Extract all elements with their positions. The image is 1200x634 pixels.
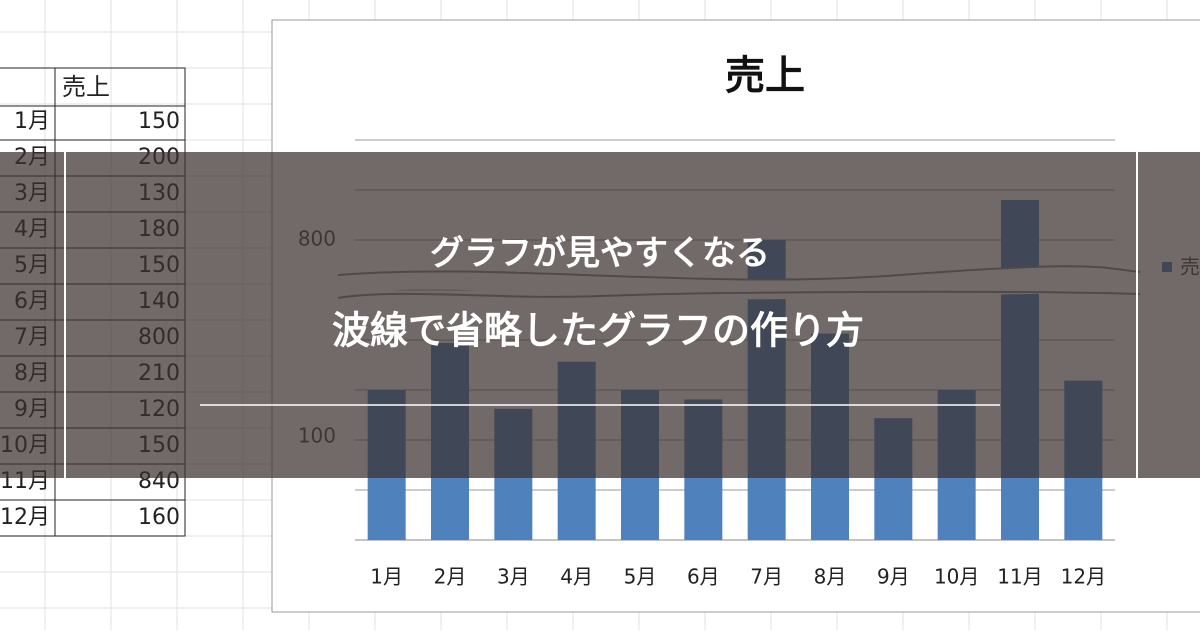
x-tick-label: 12月: [1061, 565, 1106, 589]
x-tick-label: 7月: [750, 565, 783, 589]
chart-title: 売上: [725, 53, 805, 99]
x-tick-label: 3月: [497, 565, 530, 589]
month-cell: 1月: [14, 109, 50, 134]
month-cell: 12月: [0, 505, 50, 530]
overlay-line2: 波線で省略したグラフの作り方: [332, 309, 864, 353]
x-tick-label: 2月: [434, 565, 467, 589]
x-tick-label: 4月: [560, 565, 593, 589]
sheet-header: 売上: [62, 73, 110, 101]
x-tick-label: 5月: [624, 565, 657, 589]
x-tick-label: 1月: [370, 565, 403, 589]
x-tick-label: 10月: [934, 565, 979, 589]
overlay-line1: グラフが見やすくなる: [430, 234, 770, 274]
sales-cell: 150: [138, 109, 180, 134]
sales-cell: 160: [138, 505, 180, 530]
x-tick-label: 9月: [877, 565, 910, 589]
x-tick-label: 11月: [997, 565, 1042, 589]
x-tick-label: 6月: [687, 565, 720, 589]
x-tick-label: 8月: [814, 565, 847, 589]
overlay: [0, 152, 1200, 478]
